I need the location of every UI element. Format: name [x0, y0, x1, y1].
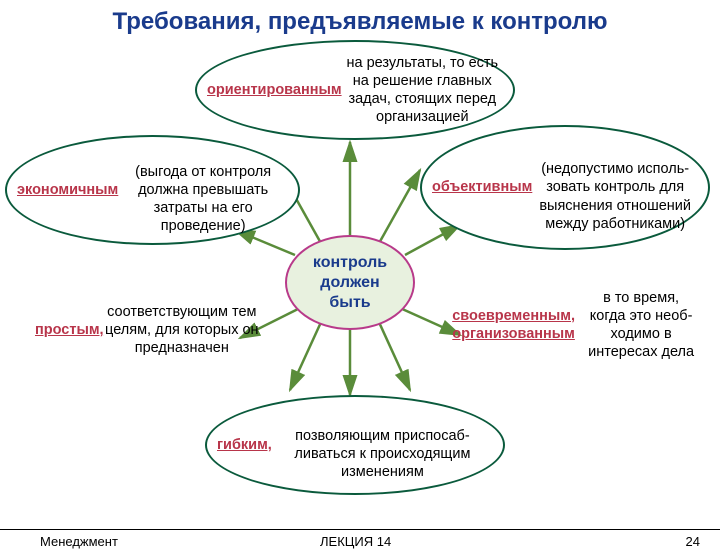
- req-node-top: ориентированным на результаты, то есть н…: [195, 40, 515, 140]
- page-title: Требования, предъявляемые к контролю: [0, 0, 720, 40]
- footer-left: Менеджмент: [40, 534, 118, 549]
- arrow: [378, 320, 410, 390]
- arrow: [290, 320, 322, 390]
- center-node: контрольдолженбыть: [285, 235, 415, 330]
- arrow: [378, 170, 420, 245]
- arrow: [405, 225, 460, 255]
- req-node-bottom: гибким,позволяющим приспосаб-ливаться к …: [205, 395, 505, 495]
- req-node-right-bottom: своевременным, организованным в то время…: [430, 265, 705, 385]
- req-node-left-bottom: простым, соответствующим тем целям, для …: [25, 275, 270, 385]
- req-node-left-top: экономичным(выгода от контроля должна пр…: [5, 135, 300, 245]
- footer-center: ЛЕКЦИЯ 14: [320, 534, 391, 549]
- footer-right: 24: [686, 534, 700, 549]
- diagram-canvas: контрольдолженбыть ориентированным на рез…: [0, 40, 720, 500]
- req-node-right-top: объективным(недопустимо исполь-зовать ко…: [420, 125, 710, 250]
- footer: Менеджмент ЛЕКЦИЯ 14 24: [0, 529, 720, 534]
